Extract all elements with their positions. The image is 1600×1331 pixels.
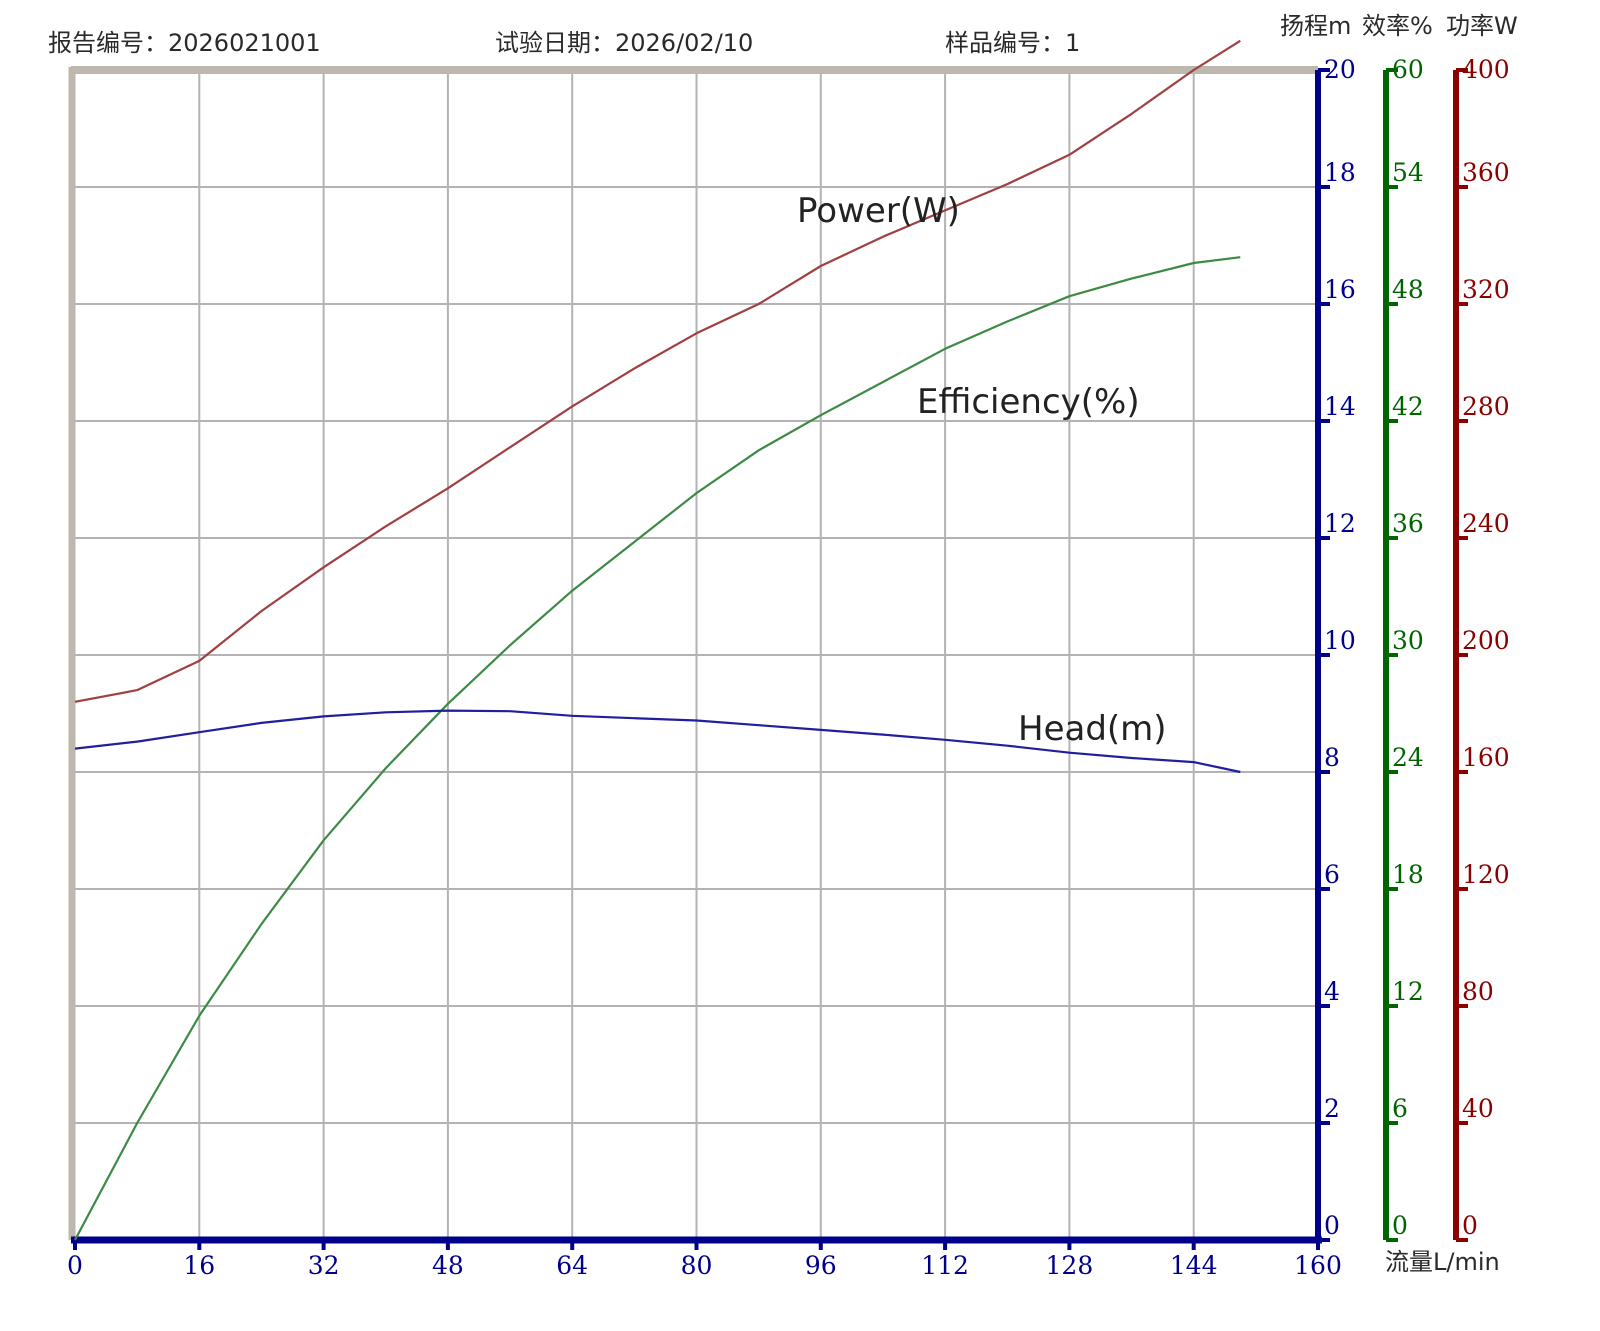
- head-axis-tick-label: 14: [1324, 392, 1356, 421]
- efficiency-axis-tick-label: 54: [1392, 158, 1424, 187]
- report-number: 报告编号：2026021001: [48, 29, 321, 57]
- efficiency-axis-tick-label: 0: [1392, 1211, 1408, 1240]
- head-series-label: Head(m): [1018, 709, 1167, 749]
- x-tick-label: 16: [183, 1251, 215, 1280]
- head-axis-tick-label: 6: [1324, 860, 1340, 889]
- power-axis-title: 功率W: [1446, 12, 1518, 40]
- head-axis-tick-label: 16: [1324, 275, 1356, 304]
- power-axis-tick-label: 40: [1462, 1094, 1494, 1123]
- head-axis-tick-label: 8: [1324, 743, 1340, 772]
- x-tick-label: 64: [556, 1251, 588, 1280]
- power-curve: [74, 39, 1241, 703]
- power-axis-tick-label: 120: [1462, 860, 1510, 889]
- efficiency-axis-tick-label: 12: [1392, 977, 1424, 1006]
- efficiency-axis-tick-label: 18: [1392, 860, 1424, 889]
- head-curve: [74, 709, 1241, 774]
- efficiency-axis-tick-label: 36: [1392, 509, 1424, 538]
- head-axis-tick-label: 18: [1324, 158, 1356, 187]
- power-series-label: Power(W): [797, 191, 960, 231]
- power-axis-tick-label: 360: [1462, 158, 1510, 187]
- power-axis-tick-label: 200: [1462, 626, 1510, 655]
- head-axis-tick-label: 4: [1324, 977, 1340, 1006]
- power-axis-tick-label: 320: [1462, 275, 1510, 304]
- power-axis-tick-label: 160: [1462, 743, 1510, 772]
- head-axis-tick-label: 12: [1324, 509, 1356, 538]
- efficiency-axis-tick-label: 48: [1392, 275, 1424, 304]
- x-tick-label: 80: [681, 1251, 713, 1280]
- x-tick-label: 96: [805, 1251, 837, 1280]
- head-axis-tick-label: 2: [1324, 1094, 1340, 1123]
- test-date: 试验日期：2026/02/10: [495, 29, 753, 57]
- x-tick-label: 0: [67, 1251, 83, 1280]
- x-tick-label: 112: [921, 1251, 969, 1280]
- efficiency-axis-tick-label: 60: [1392, 55, 1424, 84]
- efficiency-axis-tick-label: 6: [1392, 1094, 1408, 1123]
- plot-area: 0 16 32 48 64 80 96 112 128 144 160 流量L/min02468101…: [67, 12, 1518, 1280]
- efficiency-axis-tick-label: 30: [1392, 626, 1424, 655]
- efficiency-axis-title: 效率%: [1362, 12, 1433, 40]
- efficiency-axis-tick-label: 24: [1392, 743, 1424, 772]
- efficiency-curve: [74, 256, 1241, 1241]
- power-axis-tick-label: 80: [1462, 977, 1494, 1006]
- head-axis-title: 扬程m: [1280, 12, 1351, 40]
- sample-number: 样品编号：1: [945, 29, 1080, 57]
- head-axis-tick-label: 0: [1324, 1211, 1340, 1240]
- efficiency-series-label: Efficiency(%): [917, 382, 1140, 422]
- x-tick-label: 32: [308, 1251, 340, 1280]
- x-tick-label: 48: [432, 1251, 464, 1280]
- x-tick-label: 144: [1170, 1251, 1218, 1280]
- x-tick-label: 160: [1294, 1251, 1342, 1280]
- x-tick-label: 128: [1046, 1251, 1094, 1280]
- efficiency-axis-tick-label: 42: [1392, 392, 1424, 421]
- power-axis-tick-label: 280: [1462, 392, 1510, 421]
- head-axis-tick-label: 20: [1324, 55, 1356, 84]
- head-axis-tick-label: 10: [1324, 626, 1356, 655]
- power-axis-tick-label: 0: [1462, 1211, 1478, 1240]
- x-axis-title: 流量L/min: [1385, 1248, 1500, 1276]
- power-axis-tick-label: 400: [1462, 55, 1510, 84]
- power-axis-tick-label: 240: [1462, 509, 1510, 538]
